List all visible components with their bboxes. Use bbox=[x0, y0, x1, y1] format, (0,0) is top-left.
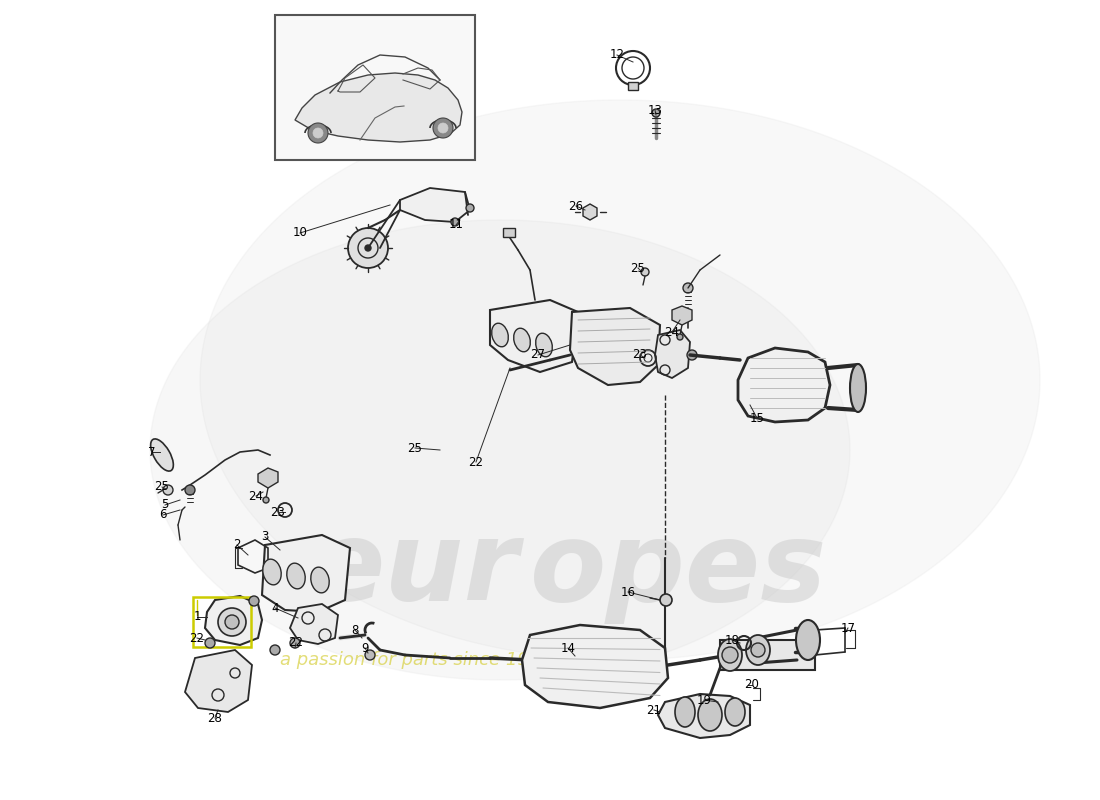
Text: 13: 13 bbox=[648, 103, 662, 117]
Ellipse shape bbox=[287, 563, 305, 589]
Text: 16: 16 bbox=[620, 586, 636, 598]
Polygon shape bbox=[672, 306, 692, 325]
Circle shape bbox=[451, 218, 459, 226]
Text: 6: 6 bbox=[160, 509, 167, 522]
Text: 11: 11 bbox=[449, 218, 463, 231]
Circle shape bbox=[226, 615, 239, 629]
Polygon shape bbox=[490, 300, 578, 372]
Text: 22: 22 bbox=[189, 631, 205, 645]
Text: 7: 7 bbox=[148, 446, 156, 458]
Circle shape bbox=[688, 350, 697, 360]
Text: 20: 20 bbox=[745, 678, 759, 691]
Text: 18: 18 bbox=[725, 634, 739, 646]
Text: 28: 28 bbox=[208, 711, 222, 725]
Polygon shape bbox=[583, 204, 597, 220]
Ellipse shape bbox=[311, 567, 329, 593]
Text: 24: 24 bbox=[664, 326, 680, 338]
Text: 1: 1 bbox=[194, 610, 200, 623]
Text: 23: 23 bbox=[271, 506, 285, 518]
Circle shape bbox=[466, 204, 474, 212]
Circle shape bbox=[438, 123, 448, 133]
Text: 12: 12 bbox=[609, 49, 625, 62]
Bar bbox=[503, 228, 515, 237]
Polygon shape bbox=[522, 625, 668, 708]
Ellipse shape bbox=[492, 323, 508, 346]
Text: 26: 26 bbox=[569, 199, 583, 213]
Circle shape bbox=[348, 228, 388, 268]
Text: 10: 10 bbox=[293, 226, 307, 239]
Text: 17: 17 bbox=[840, 622, 856, 634]
Polygon shape bbox=[205, 596, 262, 645]
Text: 2: 2 bbox=[233, 538, 241, 551]
Text: 22: 22 bbox=[288, 637, 304, 650]
Text: 22: 22 bbox=[469, 455, 484, 469]
Circle shape bbox=[652, 109, 660, 117]
Text: 8: 8 bbox=[351, 623, 359, 637]
Circle shape bbox=[683, 283, 693, 293]
Polygon shape bbox=[200, 100, 1039, 660]
Circle shape bbox=[290, 638, 300, 648]
Bar bbox=[275, 15, 475, 160]
Circle shape bbox=[365, 650, 375, 660]
Polygon shape bbox=[185, 650, 252, 712]
Polygon shape bbox=[738, 348, 830, 422]
Text: 25: 25 bbox=[155, 481, 169, 494]
Circle shape bbox=[185, 485, 195, 495]
Text: 3: 3 bbox=[262, 530, 268, 543]
Text: opes: opes bbox=[530, 517, 827, 623]
Polygon shape bbox=[654, 330, 690, 378]
Circle shape bbox=[163, 485, 173, 495]
Text: a passion for parts since 1985: a passion for parts since 1985 bbox=[280, 651, 552, 669]
Bar bbox=[192, 597, 251, 647]
Ellipse shape bbox=[796, 620, 820, 660]
Circle shape bbox=[641, 268, 649, 276]
Circle shape bbox=[270, 645, 280, 655]
Polygon shape bbox=[150, 220, 850, 680]
Ellipse shape bbox=[746, 635, 770, 665]
Circle shape bbox=[722, 647, 738, 663]
Text: 23: 23 bbox=[632, 349, 648, 362]
Polygon shape bbox=[658, 694, 750, 738]
Ellipse shape bbox=[263, 559, 282, 585]
Circle shape bbox=[433, 118, 453, 138]
Text: 24: 24 bbox=[249, 490, 264, 502]
Text: 25: 25 bbox=[630, 262, 646, 274]
Circle shape bbox=[660, 594, 672, 606]
Polygon shape bbox=[290, 604, 338, 644]
Text: eur: eur bbox=[310, 517, 519, 623]
Text: 4: 4 bbox=[272, 602, 278, 614]
Circle shape bbox=[676, 334, 683, 340]
Ellipse shape bbox=[536, 334, 552, 357]
Circle shape bbox=[263, 497, 270, 503]
Circle shape bbox=[308, 123, 328, 143]
Polygon shape bbox=[258, 468, 278, 488]
Circle shape bbox=[218, 608, 246, 636]
Circle shape bbox=[314, 128, 323, 138]
Circle shape bbox=[249, 596, 258, 606]
Text: 21: 21 bbox=[647, 703, 661, 717]
Ellipse shape bbox=[725, 698, 745, 726]
Circle shape bbox=[365, 245, 371, 251]
Ellipse shape bbox=[698, 699, 722, 731]
Ellipse shape bbox=[850, 364, 866, 412]
Bar bbox=[720, 640, 815, 670]
Ellipse shape bbox=[718, 639, 743, 671]
Ellipse shape bbox=[514, 328, 530, 352]
Ellipse shape bbox=[151, 439, 174, 471]
Text: 5: 5 bbox=[162, 498, 168, 511]
Text: 9: 9 bbox=[361, 642, 368, 654]
Circle shape bbox=[205, 638, 214, 648]
Text: 25: 25 bbox=[408, 442, 422, 454]
Polygon shape bbox=[262, 535, 350, 612]
Text: 15: 15 bbox=[749, 411, 764, 425]
Bar bbox=[628, 82, 638, 90]
Ellipse shape bbox=[675, 697, 695, 727]
Text: 19: 19 bbox=[696, 694, 712, 706]
Polygon shape bbox=[570, 308, 660, 385]
Text: 27: 27 bbox=[530, 349, 546, 362]
Polygon shape bbox=[295, 73, 462, 142]
Polygon shape bbox=[400, 188, 470, 222]
Circle shape bbox=[751, 643, 764, 657]
Text: 14: 14 bbox=[561, 642, 575, 654]
